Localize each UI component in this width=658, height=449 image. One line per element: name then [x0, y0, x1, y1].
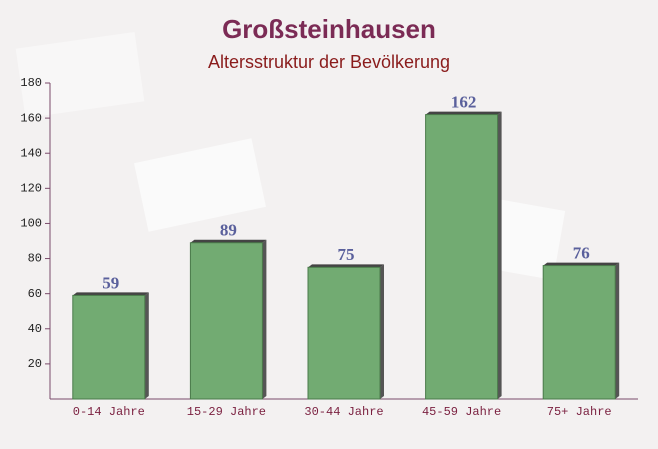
bar — [72, 294, 146, 400]
bar-top — [308, 264, 384, 268]
value-label: 162 — [451, 93, 477, 112]
chart-title: Großsteinhausen — [222, 14, 436, 44]
bar-side — [380, 264, 384, 399]
bar — [307, 266, 381, 400]
background-card — [15, 31, 145, 119]
bar-top — [72, 292, 149, 296]
bar-top — [190, 239, 267, 243]
x-tick-label: 75+ Jahre — [547, 405, 612, 419]
value-label: 75 — [338, 245, 355, 264]
bar — [189, 242, 263, 400]
y-tick-label: 60 — [28, 287, 42, 301]
value-label: 89 — [220, 221, 237, 240]
x-tick-label: 15-29 Jahre — [187, 405, 266, 419]
bar — [425, 114, 499, 400]
x-tick-label: 0-14 Jahre — [73, 405, 145, 419]
y-tick-label: 180 — [20, 76, 42, 90]
bar-side — [262, 239, 267, 399]
value-label: 76 — [573, 243, 590, 262]
y-tick-label: 80 — [28, 252, 42, 266]
y-tick-label: 20 — [28, 357, 42, 371]
bar-side — [144, 292, 149, 399]
bar-side — [497, 111, 502, 399]
background-card — [134, 138, 266, 232]
bar-top — [425, 111, 502, 115]
y-tick-label: 140 — [20, 146, 42, 160]
x-tick-label: 45-59 Jahre — [422, 405, 501, 419]
y-tick-label: 40 — [28, 322, 42, 336]
bar-top — [543, 262, 620, 266]
bar-side — [615, 262, 620, 399]
chart-subtitle: Altersstruktur der Bevölkerung — [208, 52, 450, 72]
y-tick-label: 120 — [20, 182, 42, 196]
y-tick-label: 100 — [20, 217, 42, 231]
value-label: 59 — [102, 273, 119, 292]
y-tick-label: 160 — [20, 111, 42, 125]
bar — [542, 265, 616, 400]
x-tick-label: 30-44 Jahre — [304, 405, 383, 419]
